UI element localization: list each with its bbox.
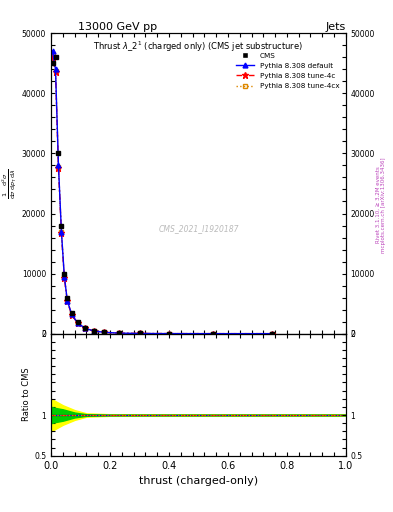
X-axis label: thrust (charged-only): thrust (charged-only) <box>139 476 258 486</box>
Text: CMS_2021_I1920187: CMS_2021_I1920187 <box>158 224 239 233</box>
Y-axis label: $\frac{1}{\mathrm{d}\sigma}\frac{\mathrm{d}^2\sigma}{\mathrm{d}p_\mathrm{T}\,\ma: $\frac{1}{\mathrm{d}\sigma}\frac{\mathrm… <box>1 168 19 199</box>
Text: 13000 GeV pp: 13000 GeV pp <box>78 22 158 32</box>
Text: Jets: Jets <box>325 22 346 32</box>
Legend: CMS, Pythia 8.308 default, Pythia 8.308 tune-4c, Pythia 8.308 tune-4cx: CMS, Pythia 8.308 default, Pythia 8.308 … <box>233 49 342 92</box>
Text: Thrust $\lambda\_2^1$ (charged only) (CMS jet substructure): Thrust $\lambda\_2^1$ (charged only) (CM… <box>94 39 303 54</box>
Y-axis label: Ratio to CMS: Ratio to CMS <box>22 368 31 421</box>
Text: Rivet 3.1.10, ≥ 3.2M events: Rivet 3.1.10, ≥ 3.2M events <box>376 166 380 243</box>
Text: mcplots.cern.ch [arXiv:1306.3436]: mcplots.cern.ch [arXiv:1306.3436] <box>381 157 386 252</box>
